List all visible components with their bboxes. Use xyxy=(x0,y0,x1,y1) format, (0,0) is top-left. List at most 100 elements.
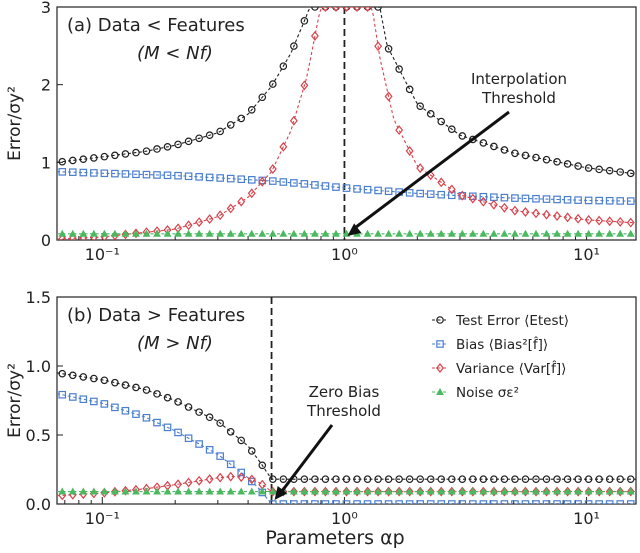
y-axis-label: Error/σy² xyxy=(5,86,25,161)
data-point xyxy=(479,139,488,147)
data-point xyxy=(521,229,530,237)
data-point xyxy=(142,229,151,237)
data-point xyxy=(437,475,446,483)
data-point xyxy=(521,151,530,160)
annotation-arrow xyxy=(352,110,510,231)
data-point xyxy=(205,131,214,140)
data-point xyxy=(500,193,509,202)
data-point xyxy=(395,475,403,483)
data-point xyxy=(269,177,277,185)
data-point xyxy=(68,393,77,401)
data-point xyxy=(174,428,182,437)
data-point xyxy=(616,229,625,237)
data-point xyxy=(363,185,372,194)
data-point xyxy=(469,500,477,504)
data-point xyxy=(142,386,151,394)
data-point xyxy=(447,486,456,497)
data-point xyxy=(363,500,372,504)
data-point xyxy=(405,189,414,197)
data-point xyxy=(616,475,625,483)
data-point xyxy=(584,229,593,237)
data-point xyxy=(195,408,203,416)
data-point xyxy=(353,487,361,495)
data-point xyxy=(500,229,509,237)
data-point xyxy=(563,229,572,237)
data-point xyxy=(490,475,498,483)
data-point xyxy=(616,216,625,227)
data-point xyxy=(195,487,203,495)
data-point xyxy=(605,166,614,175)
data-point xyxy=(226,487,235,495)
data-point xyxy=(132,383,140,392)
data-point xyxy=(100,487,109,495)
data-point xyxy=(311,475,319,483)
data-point xyxy=(121,229,130,240)
data-point xyxy=(226,121,235,129)
data-point xyxy=(268,229,277,237)
data-point xyxy=(542,475,551,483)
data-point xyxy=(469,135,477,144)
data-point xyxy=(426,229,435,237)
data-point xyxy=(542,500,551,504)
data-point xyxy=(605,216,614,227)
data-point xyxy=(184,137,193,146)
data-point xyxy=(269,500,277,504)
data-point xyxy=(111,378,119,387)
data-point xyxy=(363,475,372,483)
data-point xyxy=(121,406,130,415)
data-point xyxy=(311,181,319,189)
data-point xyxy=(374,475,382,483)
data-point xyxy=(268,486,277,497)
data-point xyxy=(353,486,361,497)
data-point xyxy=(542,209,551,220)
data-point xyxy=(132,229,140,237)
data-point xyxy=(384,487,393,495)
data-point xyxy=(184,172,193,181)
data-point xyxy=(447,229,456,237)
x-tick-label: 10⁰ xyxy=(331,509,358,528)
data-point xyxy=(342,7,351,12)
data-point xyxy=(500,146,509,154)
data-point xyxy=(247,447,256,455)
data-point xyxy=(184,434,193,443)
data-point xyxy=(300,80,309,91)
data-point xyxy=(205,474,214,485)
data-point xyxy=(216,419,224,427)
data-point xyxy=(342,475,351,483)
data-point xyxy=(584,486,593,497)
data-point xyxy=(595,165,603,174)
data-point xyxy=(574,500,582,504)
data-point xyxy=(595,486,604,497)
data-point xyxy=(553,211,562,221)
panel-b: 0.0 0.5 1.0 1.5 10⁻¹ 10⁰ 10¹ Error/σy² (b) Data … xyxy=(5,288,637,528)
data-point xyxy=(605,500,614,504)
data-point xyxy=(332,475,340,483)
data-point xyxy=(205,413,214,422)
data-point xyxy=(426,475,435,483)
data-point xyxy=(416,163,425,174)
panel-title: (a) Data < Features xyxy=(67,15,245,36)
data-point xyxy=(321,182,330,190)
data-point xyxy=(311,7,319,11)
y-tick-label: 0.0 xyxy=(26,495,51,514)
data-point xyxy=(374,500,382,504)
data-point xyxy=(226,229,235,237)
data-point xyxy=(584,487,593,495)
data-point xyxy=(311,487,319,495)
data-point xyxy=(532,486,540,497)
data-point xyxy=(532,500,540,504)
data-point xyxy=(479,192,488,201)
data-point xyxy=(437,500,446,504)
data-point xyxy=(90,154,98,162)
panel-title: (b) Data > Features xyxy=(67,305,245,326)
legend-marker xyxy=(436,340,444,348)
data-point xyxy=(310,486,319,497)
data-point xyxy=(510,486,519,497)
data-point xyxy=(174,229,182,237)
data-point xyxy=(205,446,214,454)
data-point xyxy=(395,125,404,136)
series-line xyxy=(57,7,636,240)
data-point xyxy=(226,471,235,482)
annotation-arrow xyxy=(279,424,334,494)
